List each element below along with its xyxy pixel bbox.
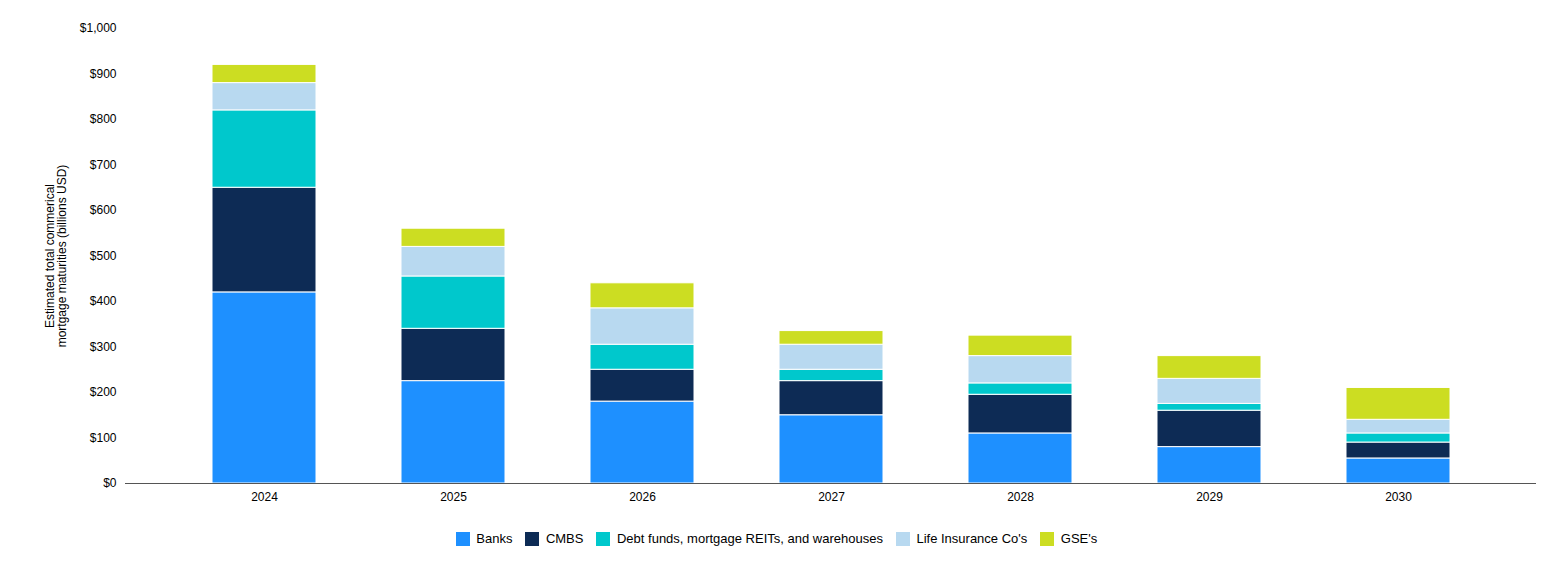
svg-text:2029: 2029 xyxy=(1196,490,1223,504)
html-text:Debt funds, mortgage REITs, an: Debt funds, mortgage REITs, and warehous… xyxy=(617,531,883,546)
svg-text:$300: $300 xyxy=(90,340,117,354)
html-text:CMBS: CMBS xyxy=(545,531,584,546)
svg-text:Estimated total commericalmort: Estimated total commericalmortgage matur… xyxy=(43,165,69,348)
html-text:GSE's: GSE's xyxy=(1060,531,1098,546)
svg-text:2030: 2030 xyxy=(1385,490,1412,504)
svg-text:$800: $800 xyxy=(90,112,117,126)
svg-text:$1,000: $1,000 xyxy=(80,21,117,35)
svg-text:$600: $600 xyxy=(90,203,117,217)
html-text:Banks: Banks xyxy=(476,531,513,546)
svg-text:$500: $500 xyxy=(90,249,117,263)
svg-text:2025: 2025 xyxy=(440,490,467,504)
svg-text:2024: 2024 xyxy=(251,490,278,504)
html-text:Life Insurance Co's: Life Insurance Co's xyxy=(916,531,1028,546)
svg-text:$0: $0 xyxy=(103,476,117,490)
svg-text:$100: $100 xyxy=(90,431,117,445)
svg-text:$700: $700 xyxy=(90,158,117,172)
svg-text:2027: 2027 xyxy=(818,490,845,504)
svg-text:2026: 2026 xyxy=(629,490,656,504)
svg-text:2028: 2028 xyxy=(1007,490,1034,504)
svg-text:$400: $400 xyxy=(90,294,117,308)
svg-text:$200: $200 xyxy=(90,385,117,399)
svg-text:$900: $900 xyxy=(90,67,117,81)
